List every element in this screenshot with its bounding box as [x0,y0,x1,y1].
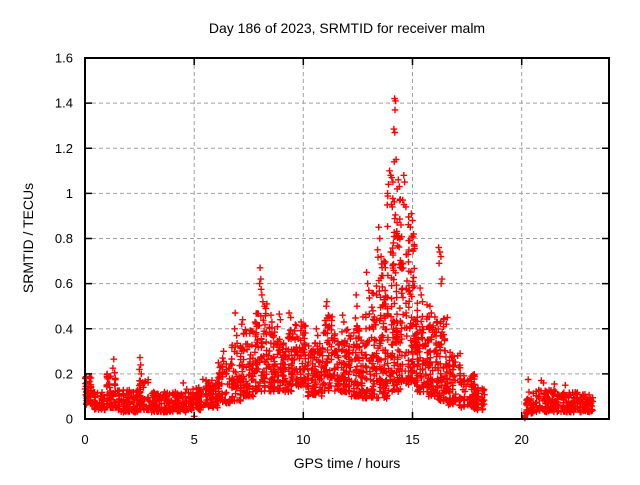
y-tick-label: 0.6 [55,276,73,291]
y-axis-label: SRMTID / TECUs [20,183,36,293]
y-tick-label: 1.6 [55,51,73,66]
x-tick-label: 5 [191,432,198,447]
chart-title: Day 186 of 2023, SRMTID for receiver mal… [209,20,485,36]
scatter-points [81,95,596,422]
x-tick-label: 10 [296,432,310,447]
y-tick-label: 0.8 [55,231,73,246]
y-tick-labels: 0 0.2 0.4 0.6 0.8 1 1.2 1.4 1.6 [55,51,73,427]
y-tick-label: 1.4 [55,96,73,111]
y-tick-label: 0.2 [55,366,73,381]
y-tick-label: 1 [66,186,73,201]
axis-ticks [84,57,609,420]
x-tick-labels: 0 5 10 15 20 [81,432,529,447]
y-tick-label: 1.2 [55,141,73,156]
x-axis-label: GPS time / hours [294,455,401,471]
x-tick-label: 15 [405,432,419,447]
x-tick-label: 20 [514,432,528,447]
y-tick-label: 0 [66,412,73,427]
x-tick-label: 0 [81,432,88,447]
y-tick-label: 0.4 [55,321,73,336]
